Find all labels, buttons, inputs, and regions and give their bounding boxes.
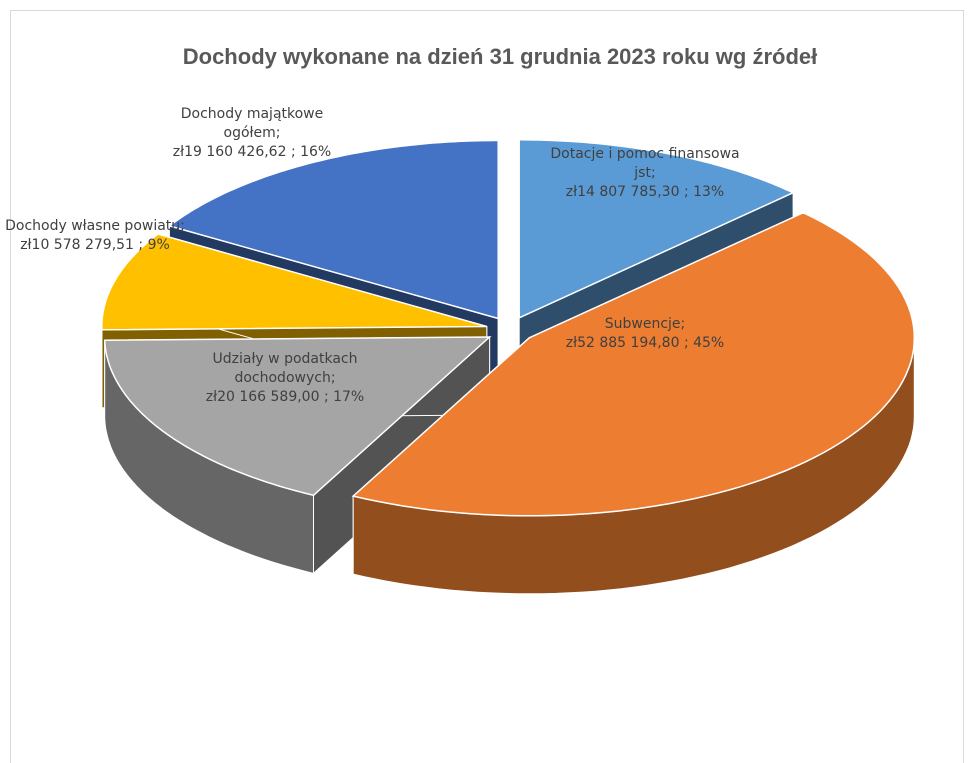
slice-top bbox=[103, 336, 492, 497]
data-label-text: Udziały w podatkach dochodowych; zł20 166… bbox=[190, 350, 380, 407]
value-label: zł20 166 589,00 ; 17% bbox=[205, 389, 365, 405]
data-label-text: Dochody własne powiatu; zł10 578 279,51 ;… bbox=[0, 217, 190, 255]
slice-top bbox=[518, 139, 795, 319]
category-label: Subwencje; bbox=[604, 316, 686, 332]
data-label-text: Dochody majątkowe ogółem; zł19 160 426,62… bbox=[157, 105, 347, 162]
data-label: Dotacje i pomoc finansowa jst; zł14 807 7… bbox=[545, 145, 745, 202]
data-label: Dochody własne powiatu; zł10 578 279,51 ;… bbox=[0, 217, 190, 255]
value-label: zł52 885 194,80 ; 45% bbox=[565, 335, 725, 351]
value-label: zł14 807 785,30 ; 13% bbox=[565, 184, 725, 200]
data-label-text: Dotacje i pomoc finansowa jst; zł14 807 7… bbox=[545, 145, 745, 202]
data-label: Subwencje; zł52 885 194,80 ; 45% bbox=[545, 315, 745, 353]
category-label: Udziały w podatkach dochodowych; bbox=[212, 351, 358, 386]
slice-top bbox=[351, 211, 916, 517]
data-label-text: Subwencje; zł52 885 194,80 ; 45% bbox=[545, 315, 745, 353]
slice-top bbox=[101, 233, 488, 331]
slice bbox=[351, 211, 916, 595]
category-label: Dochody własne powiatu; bbox=[5, 218, 185, 234]
category-label: Dotacje i pomoc finansowa jst; bbox=[550, 146, 740, 181]
chart-title: Dochody wykonane na dzień 31 grudnia 202… bbox=[183, 44, 817, 69]
data-label: Udziały w podatkach dochodowych; zł20 166… bbox=[190, 350, 380, 407]
data-label: Dochody majątkowe ogółem; zł19 160 426,62… bbox=[157, 105, 347, 162]
slice-top bbox=[167, 139, 499, 320]
value-label: zł19 160 426,62 ; 16% bbox=[172, 144, 332, 160]
value-label: zł10 578 279,51 ; 9% bbox=[20, 237, 170, 253]
category-label: Dochody majątkowe ogółem; bbox=[180, 106, 324, 141]
